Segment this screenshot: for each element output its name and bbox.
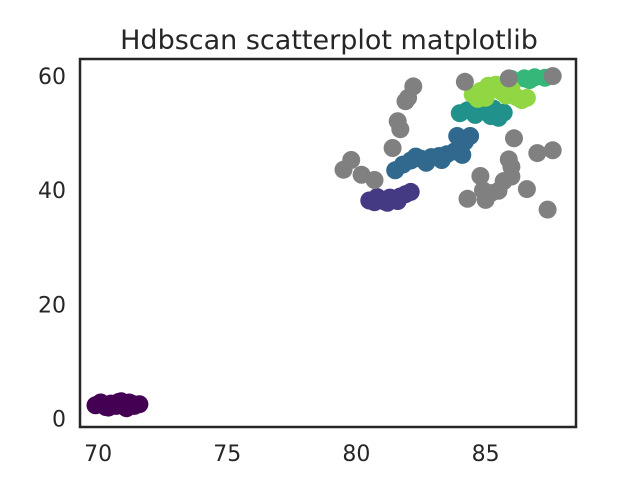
- scatter-point: [455, 72, 474, 91]
- scatter-point: [499, 69, 518, 88]
- scatter-point: [520, 71, 539, 90]
- points-layer: [86, 67, 562, 418]
- scatter-point: [458, 189, 477, 208]
- scatter-point: [365, 171, 384, 189]
- y-tick-label: 60: [38, 65, 66, 90]
- scatter-point: [342, 151, 361, 169]
- scatter-point: [448, 127, 467, 145]
- scatter-point: [406, 147, 425, 166]
- scatter-point: [453, 145, 472, 164]
- scatter-point: [538, 200, 557, 219]
- scatter-point: [471, 167, 490, 185]
- scatter-point: [543, 141, 562, 160]
- scatter-point: [479, 76, 498, 95]
- scatter-point: [391, 120, 410, 139]
- x-axis-ticks: 70 75 80 85: [84, 442, 500, 467]
- scatter-point: [399, 88, 418, 107]
- scatter-point: [505, 129, 523, 148]
- y-tick-label: 20: [38, 293, 66, 318]
- axes-frame: [78, 57, 578, 429]
- scatter-point: [401, 182, 420, 201]
- x-tick-label: 80: [342, 442, 370, 467]
- chart-title: Hdbscan scatterplot matplotlib: [120, 25, 538, 56]
- x-tick-label: 75: [213, 442, 241, 467]
- scatter-point: [461, 127, 480, 145]
- scatter-point: [517, 180, 536, 199]
- scatter-point: [502, 167, 521, 186]
- scatter-point: [383, 139, 402, 157]
- scatter-point: [122, 394, 141, 413]
- scatter-point: [468, 89, 487, 108]
- y-tick-label: 40: [38, 179, 66, 204]
- x-tick-label: 70: [84, 442, 112, 467]
- x-tick-label: 85: [472, 442, 500, 467]
- y-axis-ticks: 0 20 40 60: [38, 65, 66, 432]
- scatter-point: [517, 88, 536, 107]
- scatter-point: [432, 151, 451, 169]
- scatter-point: [528, 144, 547, 163]
- y-tick-label: 0: [52, 407, 66, 432]
- scatter-point: [388, 192, 407, 211]
- scatter-point: [543, 67, 562, 86]
